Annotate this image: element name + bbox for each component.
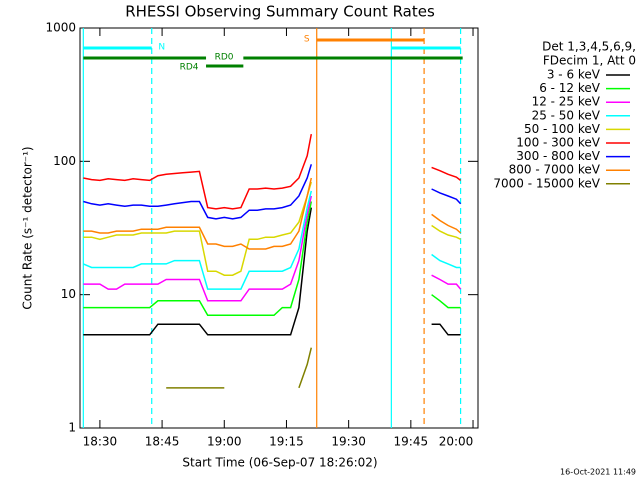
series-line [83,207,461,336]
x-tick-label: 18:45 [145,435,180,449]
plot-frame [79,27,479,429]
x-tick-label: 19:15 [269,435,304,449]
y-tick-label: 1000 [45,21,76,35]
y-tick-label: 100 [53,154,76,168]
legend-label: 12 - 25 keV [532,95,601,109]
legend-label: 800 - 7000 keV [509,163,601,177]
y-axis-label: Count Rate (s⁻¹ detector⁻¹) [21,146,35,309]
y-tick-label: 10 [61,287,76,301]
x-tick-label: 19:30 [331,435,366,449]
flag-label: RD4 [180,63,199,73]
legend-label: 300 - 800 keV [516,149,600,163]
series-line [83,195,462,302]
series-line [83,177,462,250]
series-line [166,347,313,389]
footer: 16-Oct-2021 11:49 [560,468,636,477]
legend-header: FDecim 1, Att 0 [543,54,636,68]
chart-title: RHESSI Observing Summary Count Rates [125,3,435,21]
flag-label: N [158,43,165,53]
series-line [83,201,461,317]
series-line [83,164,462,220]
legend-label: 50 - 100 keV [524,122,601,136]
x-tick-label: 20:00 [439,435,474,449]
x-tick-label: 19:00 [207,435,242,449]
series-line [83,190,461,290]
legend-label: 7000 - 15000 keV [493,176,600,190]
flag-label: RD0 [215,53,234,63]
x-axis-label: Start Time (06-Sep-07 18:26:02) [182,456,377,470]
y-tick-label: 1 [68,421,76,435]
x-tick-label: 19:45 [394,435,429,449]
legend-label: 6 - 12 keV [539,81,601,95]
x-tick-label: 18:30 [83,435,118,449]
legend-label: 100 - 300 keV [516,136,600,150]
legend-label: 25 - 50 keV [532,108,601,122]
legend-label: 3 - 6 keV [547,68,601,82]
legend-header: Det 1,3,4,5,6,9, [542,40,636,54]
flag-label: S [304,35,310,45]
series-line [83,181,461,276]
series-line [83,133,462,210]
